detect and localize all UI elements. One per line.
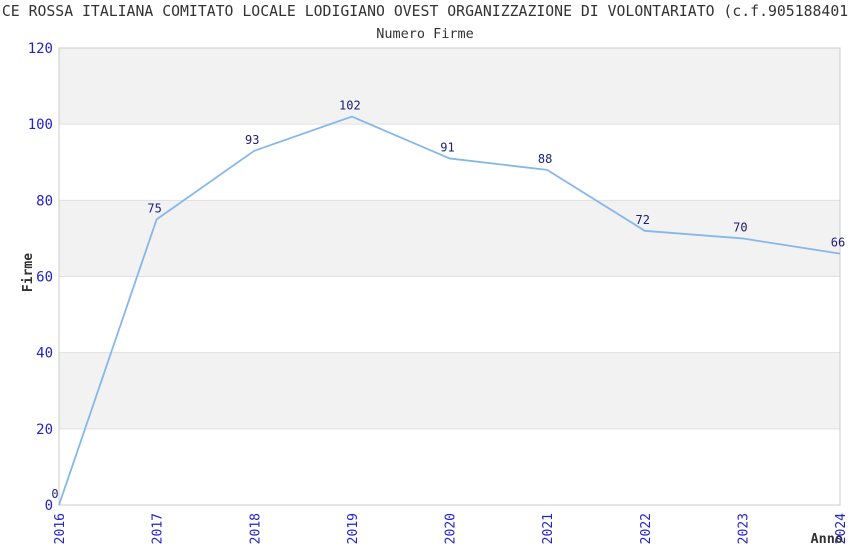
- data-point-label: 91: [440, 140, 454, 154]
- y-tick-label: 120: [28, 41, 53, 57]
- y-axis-title: Firme: [21, 253, 36, 292]
- data-point-label: 75: [147, 201, 161, 215]
- data-point-label: 102: [339, 99, 361, 113]
- plot-band: [59, 352, 840, 429]
- chart-subtitle: Numero Firme: [376, 26, 474, 42]
- y-tick-label: 40: [36, 346, 53, 362]
- x-tick-label: 2021: [541, 513, 556, 544]
- y-tick-label: 80: [36, 193, 53, 209]
- x-tick-label: 2017: [151, 513, 166, 544]
- y-tick-label: 60: [36, 270, 53, 286]
- data-point-label: 66: [831, 236, 845, 250]
- y-tick-label: 100: [28, 117, 53, 133]
- data-point-label: 72: [636, 213, 650, 227]
- plot-band: [59, 48, 840, 125]
- x-tick-label: 2023: [736, 513, 751, 544]
- x-tick-label: 2022: [639, 513, 654, 544]
- data-point-label: 93: [245, 133, 259, 147]
- series-line: [58, 115, 841, 506]
- plot-band: [59, 200, 840, 277]
- x-tick-label: 2016: [53, 513, 68, 544]
- x-tick-label: 2020: [444, 513, 459, 544]
- x-tick-label: 2019: [346, 513, 361, 544]
- chart-title: CE ROSSA ITALIANA COMITATO LOCALE LODIGI…: [1, 3, 849, 20]
- x-tick-label: 2018: [248, 513, 263, 544]
- plot-border: [58, 47, 841, 506]
- y-tick-label: 20: [36, 422, 53, 438]
- data-point-label: 70: [733, 220, 747, 234]
- data-point-label: 0: [51, 487, 58, 501]
- x-axis-title: Anno: [810, 531, 843, 547]
- data-point-label: 88: [538, 152, 552, 166]
- x-tick-label: 2024: [834, 513, 849, 544]
- y-tick-label: 0: [45, 498, 53, 514]
